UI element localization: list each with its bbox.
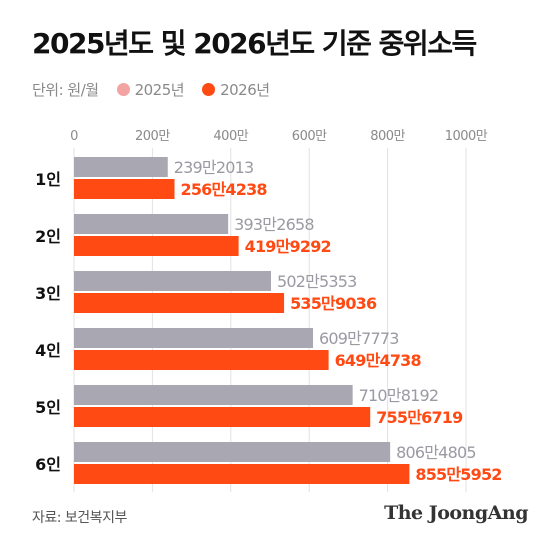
data-label: 393만2658 [234, 215, 314, 234]
x-tick-label: 600만 [292, 129, 327, 144]
bar-2026년 [74, 464, 410, 484]
legend-item-2026: 2026년 [202, 79, 270, 100]
chart-title: 2025년도 및 2026년도 기준 중위소득 [32, 27, 477, 60]
data-label: 419만9292 [245, 237, 331, 256]
bar-2025년 [74, 271, 271, 291]
x-tick-label: 800만 [370, 129, 405, 144]
data-label: 755만6719 [376, 408, 463, 427]
bar-2025년 [74, 385, 353, 405]
legend-dot-2025 [116, 82, 130, 96]
x-tick-label: 200만 [135, 129, 170, 144]
source-note: 자료: 보건복지부 [32, 510, 127, 526]
legend-label-2025: 2025년 [134, 80, 185, 99]
category-label: 2인 [35, 227, 61, 246]
legend-label-2026: 2026년 [220, 80, 270, 99]
bar-2025년 [74, 214, 229, 234]
data-label: 535만9036 [290, 294, 377, 313]
data-label: 855만5952 [415, 465, 501, 484]
category-label: 1인 [35, 170, 61, 189]
data-label: 502만5353 [277, 272, 357, 291]
x-tick-label: 1000만 [445, 129, 488, 144]
bar-2025년 [74, 328, 314, 348]
x-tick-label: 0 [70, 129, 78, 144]
data-label: 609만7773 [319, 329, 399, 348]
bar-2026년 [74, 407, 371, 427]
bar-2025년 [74, 157, 168, 177]
unit-label: 단위: 원/월 [32, 80, 99, 99]
category-label: 6인 [35, 455, 61, 474]
publisher-logo: The JoongAng [384, 502, 528, 524]
data-label: 806만4805 [396, 443, 476, 462]
category-label: 4인 [35, 341, 61, 360]
data-label: 256만4238 [181, 180, 268, 199]
data-label: 239만2013 [174, 158, 254, 177]
category-label: 3인 [35, 284, 61, 303]
category-label: 5인 [35, 398, 61, 417]
legend-dot-2026 [202, 82, 216, 96]
bar-2026년 [74, 350, 329, 370]
bar-2026년 [74, 293, 285, 313]
legend-item-2025: 2025년 [116, 79, 185, 100]
bar-2026년 [74, 236, 239, 256]
bar-2026년 [74, 179, 175, 199]
data-label: 710만8192 [359, 386, 439, 405]
bar-2025년 [74, 442, 391, 462]
legend: 단위: 원/월 2025년 2026년 [32, 78, 270, 100]
x-tick-label: 400만 [213, 129, 248, 144]
data-label: 649만4738 [335, 351, 422, 370]
